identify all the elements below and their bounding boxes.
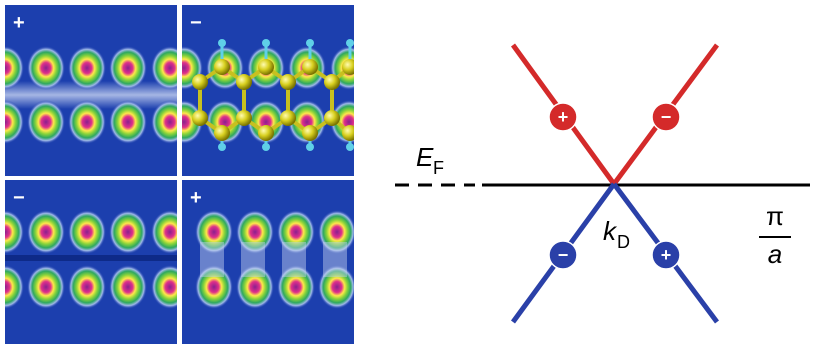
haze (282, 242, 306, 277)
panel: − (0, 180, 189, 344)
density-blob (27, 210, 65, 254)
c-atom (280, 74, 296, 90)
haze (365, 242, 389, 277)
c-atom (324, 110, 340, 126)
c-atom (192, 110, 208, 126)
c-atom (324, 74, 340, 90)
h-atom (218, 143, 226, 151)
density-blob (109, 100, 147, 144)
band-sign: − (661, 107, 672, 127)
panel-sign: + (190, 187, 202, 209)
c-atom (214, 59, 230, 75)
h-atom (346, 143, 354, 151)
fermi-subscript: F (433, 158, 444, 178)
c-atom (258, 125, 274, 141)
panel-bg (5, 180, 177, 344)
panel: + (182, 180, 398, 344)
density-panels: + − − + (0, 5, 398, 344)
haze (200, 242, 224, 277)
density-blob (27, 46, 65, 90)
density-blob (68, 210, 106, 254)
density-blob (360, 265, 398, 309)
band-sign: − (558, 245, 569, 265)
figure: + − − + + − − + E F k D π a (0, 0, 813, 347)
density-blob (27, 100, 65, 144)
fraction-numerator: π (766, 201, 784, 231)
h-atom (306, 143, 314, 151)
c-atom (342, 125, 358, 141)
c-atom (192, 74, 208, 90)
panel-sign: − (190, 12, 202, 34)
band-sign: + (558, 107, 569, 127)
c-atom (236, 74, 252, 90)
density-blob (109, 46, 147, 90)
h-atom (262, 143, 270, 151)
node-line (5, 255, 177, 261)
c-atom (342, 59, 358, 75)
c-atom (280, 110, 296, 126)
panel-sign: + (13, 12, 25, 34)
haze (241, 242, 265, 277)
density-blob (109, 265, 147, 309)
density-blob (360, 210, 398, 254)
density-blob (68, 265, 106, 309)
panel: + (0, 5, 189, 176)
density-blob (68, 46, 106, 90)
panel-sign: − (13, 187, 25, 209)
h-atom (218, 39, 226, 47)
density-blob (27, 265, 65, 309)
haze (323, 242, 347, 277)
c-atom (302, 125, 318, 141)
density-blob (109, 210, 147, 254)
h-atom (262, 39, 270, 47)
fraction-denominator: a (768, 239, 782, 269)
fermi-label: E (416, 142, 434, 172)
c-atom (214, 125, 230, 141)
c-atom (236, 110, 252, 126)
c-atom (302, 59, 318, 75)
h-atom (346, 39, 354, 47)
c-atom (258, 59, 274, 75)
k-subscript: D (617, 232, 630, 252)
h-atom (306, 39, 314, 47)
band-sign: + (661, 245, 672, 265)
density-blob (68, 100, 106, 144)
k-label: k (603, 216, 618, 246)
